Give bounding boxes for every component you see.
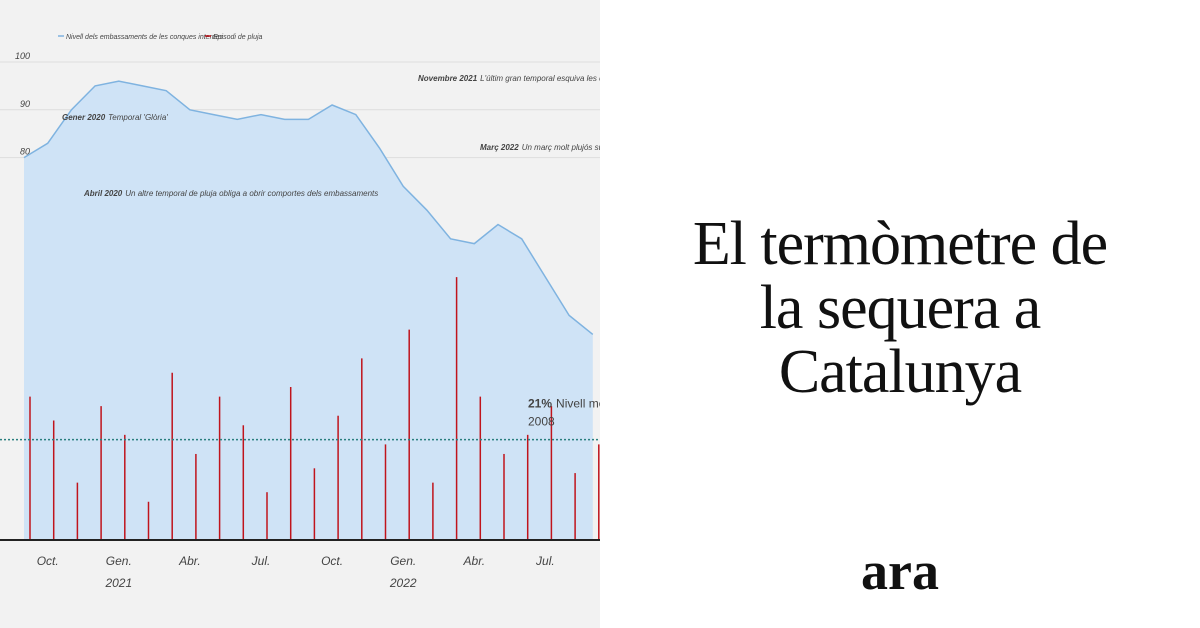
annotation-bold: Novembre 2021 <box>418 74 478 83</box>
annotation-text: L'últim gran temporal esquiva les capçal… <box>480 74 600 83</box>
x-tick-label: Oct. <box>321 554 343 568</box>
x-tick-part: 2022 <box>389 576 417 590</box>
x-tick-label: Gen. 2022 <box>389 554 417 590</box>
annotation-bold: Abril 2020 <box>83 189 123 198</box>
x-tick-part: Oct. <box>321 554 343 568</box>
annotation: Abril 2020 Un altre temporal de pluja obl… <box>83 189 378 198</box>
line <box>23 80 594 336</box>
x-tick-part: Oct. <box>37 554 59 568</box>
y-tick-label: 90 <box>20 99 30 109</box>
x-tick-label: Abr. <box>463 554 486 568</box>
chart: 80 90 100 21% Nivell més bai2008 Oct. Gen. 2021… <box>0 0 600 628</box>
area <box>24 81 593 541</box>
x-tick-part: Jul. <box>251 554 271 568</box>
x-tick-part: Gen. <box>390 554 416 568</box>
x-tick-label: Jul. <box>535 554 555 568</box>
x-tick-part: Gen. <box>106 554 132 568</box>
reference-year: 2008 <box>528 415 555 429</box>
logo: ara <box>861 541 939 601</box>
reference-label: 21% Nivell més bai <box>528 397 600 411</box>
reference-text: Nivell més bai <box>556 397 600 411</box>
x-tick-label: Jul. <box>251 554 271 568</box>
x-tick-label: Oct. <box>37 554 59 568</box>
x-tick-part: Jul. <box>535 554 555 568</box>
annotation: Novembre 2021 L'últim gran temporal esqui… <box>418 74 600 83</box>
annotation-text: Un altre temporal de pluja obliga a obri… <box>125 189 378 198</box>
y-tick-label: 100 <box>15 51 30 61</box>
x-tick-part: 2021 <box>104 576 132 590</box>
title-panel: El termòmetre de la sequera a Catalunya … <box>600 0 1200 628</box>
legend-label: Nivell dels embassaments de les conques … <box>66 34 224 41</box>
annotation-text: Un març molt plujós suposa l'últim acumu… <box>522 143 600 152</box>
annotation-bold: Març 2022 <box>480 143 519 152</box>
legend-label: Episodi de pluja <box>213 34 263 41</box>
annotation: Gener 2020 Temporal 'Glòria' <box>62 113 168 122</box>
reference-value: 21% <box>528 397 552 411</box>
x-tick-part: Abr. <box>178 554 201 568</box>
headline: El termòmetre de la sequera a Catalunya <box>692 210 1108 406</box>
x-tick-part: Abr. <box>463 554 486 568</box>
x-tick-label: Abr. <box>178 554 201 568</box>
annotation-text: Temporal 'Glòria' <box>108 113 168 122</box>
annotation-bold: Gener 2020 <box>62 113 106 122</box>
x-tick-label: Gen. 2021 <box>104 554 132 590</box>
y-tick-label: 80 <box>20 147 30 157</box>
